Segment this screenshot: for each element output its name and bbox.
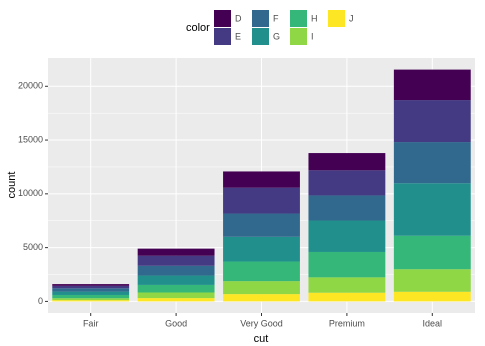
legend-label: F bbox=[273, 13, 279, 23]
legend-key bbox=[290, 10, 307, 27]
bar-segment bbox=[393, 269, 471, 292]
y-axis-title: count bbox=[6, 172, 18, 199]
legend-key bbox=[290, 28, 307, 45]
bar-segment bbox=[137, 275, 215, 285]
legend-label: I bbox=[311, 31, 314, 41]
legend-label: G bbox=[273, 31, 280, 41]
legend-label: E bbox=[235, 31, 241, 41]
legend-key bbox=[252, 10, 269, 27]
legend-key bbox=[252, 28, 269, 45]
bar-segment bbox=[308, 195, 386, 221]
bar-segment bbox=[393, 69, 471, 101]
legend-key bbox=[328, 10, 345, 27]
bar-segment bbox=[137, 248, 215, 256]
legend-key bbox=[214, 10, 231, 27]
bar-segment bbox=[223, 236, 300, 262]
legend-key bbox=[214, 28, 231, 45]
bar-segment bbox=[308, 153, 386, 171]
y-tick-label: 5000 bbox=[23, 242, 43, 252]
x-axis-title: cut bbox=[254, 333, 269, 345]
bar-segment bbox=[223, 213, 300, 237]
bar-segment bbox=[137, 265, 215, 276]
x-tick-label: Very Good bbox=[240, 318, 283, 328]
y-tick-label: 20000 bbox=[18, 81, 43, 91]
bar-segment bbox=[308, 220, 386, 252]
legend-label: H bbox=[311, 13, 318, 23]
legend-title: color bbox=[186, 22, 210, 34]
bar-segment bbox=[52, 285, 130, 289]
bar-segment bbox=[393, 235, 471, 270]
bar-segment bbox=[223, 187, 300, 214]
bar-segment bbox=[393, 291, 471, 302]
x-tick-label: Fair bbox=[83, 318, 99, 328]
bar-segment bbox=[308, 251, 386, 278]
bar-segment bbox=[52, 291, 130, 295]
bar-segment bbox=[308, 292, 386, 302]
bar-segment bbox=[52, 300, 130, 302]
bar-segment bbox=[308, 277, 386, 293]
y-tick-label: 10000 bbox=[18, 188, 43, 198]
bar-segment bbox=[393, 142, 471, 184]
x-tick-label: Good bbox=[165, 318, 187, 328]
x-tick-label: Ideal bbox=[423, 318, 443, 328]
bar-segment bbox=[52, 284, 130, 286]
bar-segment bbox=[393, 183, 471, 236]
bar-segment bbox=[308, 170, 386, 196]
legend-label: D bbox=[235, 13, 242, 23]
bar-segment bbox=[52, 298, 130, 301]
bar-segment bbox=[223, 261, 300, 282]
bar-segment bbox=[137, 284, 215, 293]
bar-segment bbox=[393, 100, 471, 143]
bar-segment bbox=[137, 298, 215, 302]
y-tick-label: 0 bbox=[38, 296, 43, 306]
bar-segment bbox=[223, 171, 300, 188]
bar-segment bbox=[137, 292, 215, 299]
bar-segment bbox=[223, 294, 300, 302]
bar-segment bbox=[52, 288, 130, 292]
bar-segment bbox=[137, 255, 215, 266]
x-tick-label: Premium bbox=[329, 318, 365, 328]
y-tick-label: 15000 bbox=[18, 134, 43, 144]
bar-segment bbox=[223, 281, 300, 295]
legend-label: J bbox=[349, 13, 354, 23]
bar-segment bbox=[52, 294, 130, 299]
